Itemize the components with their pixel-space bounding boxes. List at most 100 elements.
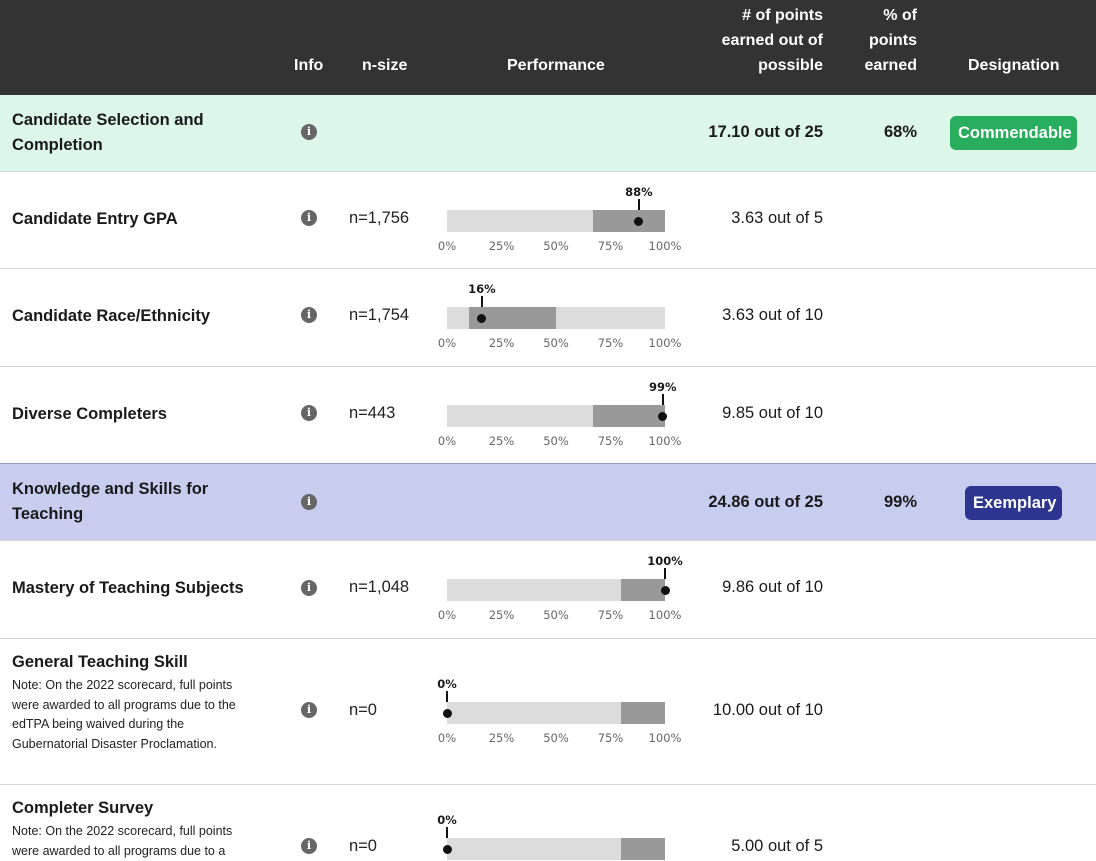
header-nsize: n-size — [362, 57, 408, 74]
performance-tick-label: 0% — [437, 731, 457, 745]
performance-marker-dot — [634, 216, 644, 226]
header-pct-line1: % of — [883, 7, 917, 24]
performance-bar: 0%0%25%50%75%100% — [432, 677, 692, 747]
category-row-selection: Candidate Selection and Completion i 17.… — [0, 95, 1096, 172]
metric-nsize: n=1,048 — [349, 578, 410, 596]
category-pct: 68% — [883, 123, 917, 141]
info-icon[interactable]: i — [301, 307, 317, 323]
performance-tick-label: 50% — [543, 239, 569, 253]
metric-nsize: n=0 — [349, 837, 377, 855]
info-icon[interactable]: i — [301, 124, 317, 140]
category-points: 24.86 out of 25 — [708, 493, 823, 511]
performance-tick-label: 50% — [543, 434, 569, 448]
performance-value-label: 16% — [468, 282, 496, 296]
performance-value-label: 0% — [437, 677, 457, 691]
performance-fill — [621, 702, 665, 724]
performance-tick-label: 75% — [597, 434, 624, 448]
performance-tick-label: 25% — [488, 239, 515, 253]
metric-row-general: General Teaching Skill Note: On the 2022… — [0, 639, 1096, 785]
performance-bar: 0%0%25%50%75%100% — [432, 813, 692, 861]
metric-label: Candidate Race/Ethnicity — [12, 307, 211, 325]
performance-tick-label: 50% — [543, 731, 569, 745]
info-icon[interactable]: i — [301, 405, 317, 421]
performance-marker-stem — [446, 827, 448, 838]
performance-tick-label: 25% — [488, 731, 515, 745]
performance-marker-dot — [442, 708, 452, 718]
info-icon[interactable]: i — [301, 580, 317, 596]
metric-points: 10.00 out of 10 — [712, 701, 823, 719]
performance-tick-label: 50% — [543, 608, 569, 622]
metric-row-survey: Completer Survey Note: On the 2022 score… — [0, 785, 1096, 861]
metric-label: Completer Survey — [12, 799, 154, 817]
metric-points: 5.00 out of 5 — [731, 837, 823, 855]
metric-label: Mastery of Teaching Subjects — [12, 579, 244, 597]
category-label-line1: Candidate Selection and — [12, 111, 204, 129]
metric-label: General Teaching Skill — [12, 653, 188, 671]
performance-tick-label: 0% — [437, 608, 457, 622]
category-label: Knowledge and Skills for Teaching — [12, 477, 208, 527]
performance-tick-label: 25% — [488, 608, 515, 622]
metric-points: 3.63 out of 5 — [731, 209, 823, 227]
category-label-line2: Completion — [12, 136, 103, 154]
header-points-line1: # of points — [742, 7, 823, 24]
metric-label: Candidate Entry GPA — [12, 210, 178, 228]
performance-track — [447, 702, 665, 724]
metric-note-line4: Gubernatorial Disaster Proclamation. — [12, 736, 217, 751]
performance-tick-label: 100% — [648, 239, 682, 253]
performance-marker-dot — [660, 585, 670, 595]
category-label-line1: Knowledge and Skills for — [12, 480, 209, 498]
metric-note-line1: Note: On the 2022 scorecard, full points — [12, 678, 233, 692]
performance-marker-stem — [481, 296, 483, 307]
performance-bar: 99% 0% 25% 50% 75% 100% — [432, 380, 692, 450]
metric-note-line2: were awarded to all programs due to the — [12, 697, 236, 712]
metric-points: 3.63 out of 10 — [722, 306, 823, 324]
info-icon[interactable]: i — [301, 838, 317, 854]
performance-tick-label: 100% — [648, 608, 682, 622]
category-row-knowledge: Knowledge and Skills for Teaching i 24.8… — [0, 463, 1096, 541]
category-pct: 99% — [883, 493, 917, 511]
header-pct: % of points earned — [865, 3, 917, 78]
category-points: 17.10 out of 25 — [708, 123, 823, 141]
performance-tick-label: 0% — [437, 336, 457, 350]
performance-fill — [621, 579, 665, 601]
performance-marker-dot — [442, 844, 452, 854]
category-label-line2: Teaching — [12, 505, 84, 523]
performance-tick-label: 75% — [597, 608, 624, 622]
header-performance: Performance — [507, 57, 605, 74]
category-label: Candidate Selection and Completion — [12, 108, 204, 158]
metric-nsize: n=1,756 — [349, 209, 410, 227]
header-points-line2: earned out of — [721, 32, 823, 49]
performance-tick-label: 100% — [648, 336, 682, 350]
performance-tick-label: 75% — [597, 239, 624, 253]
performance-marker-stem — [446, 691, 448, 702]
info-icon[interactable]: i — [301, 494, 317, 510]
info-icon[interactable]: i — [301, 702, 317, 718]
designation-badge-commendable: Commendable — [950, 116, 1077, 150]
info-icon[interactable]: i — [301, 210, 317, 226]
performance-value-label: 99% — [649, 380, 677, 394]
metric-row-diverse: Diverse Completers i n=443 99% 0% 25% 50% 75… — [0, 367, 1096, 464]
header-info: Info — [294, 57, 324, 74]
performance-fill — [468, 307, 556, 329]
performance-tick-label: 75% — [597, 336, 624, 350]
header-designation: Designation — [968, 57, 1060, 74]
performance-marker-stem — [664, 568, 666, 579]
metric-row-gpa: Candidate Entry GPA i n=1,756 88% 0% 25% 50… — [0, 172, 1096, 269]
performance-fill — [593, 405, 665, 427]
header-points-line3: possible — [758, 57, 823, 74]
metric-row-mastery: Mastery of Teaching Subjects i n=1,048 1… — [0, 541, 1096, 639]
performance-bar: 88% 0% 25% 50% 75% 100% — [432, 185, 692, 255]
performance-bar: 16% 0% 25% 50% 75% 100% — [432, 282, 692, 352]
performance-marker-dot — [477, 313, 487, 323]
performance-track — [447, 579, 665, 601]
performance-tick-label: 0% — [437, 239, 457, 253]
metric-note-line2: were awarded to all programs due to a — [12, 843, 226, 858]
performance-tick-label: 0% — [437, 434, 457, 448]
metric-nsize: n=443 — [349, 404, 396, 422]
designation-badge-exemplary: Exemplary — [965, 486, 1062, 520]
performance-tick-label: 50% — [543, 336, 569, 350]
metric-nsize: n=0 — [349, 701, 377, 719]
performance-tick-label: 75% — [597, 731, 624, 745]
performance-marker-stem — [638, 199, 640, 210]
header-pct-line3: earned — [864, 57, 917, 74]
